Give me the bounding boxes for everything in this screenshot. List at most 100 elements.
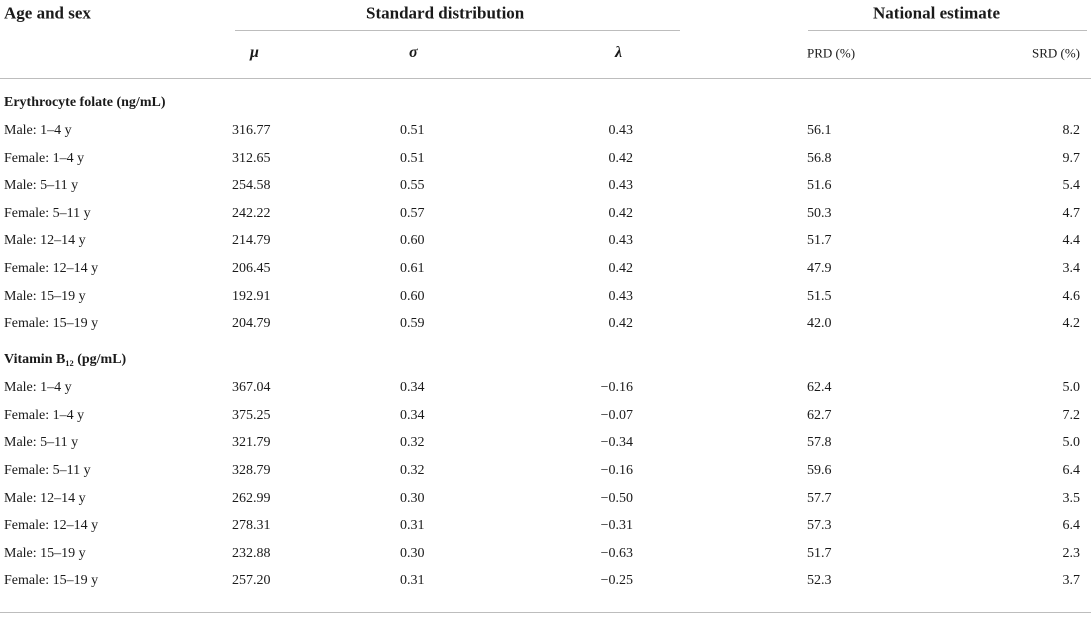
row-label: Female: 12–14 y: [4, 518, 99, 534]
table-cell: 51.6: [807, 178, 832, 194]
table-cell: −0.16: [600, 463, 633, 478]
table-cell: 3.7: [1062, 573, 1081, 589]
table-cell: 367.04: [232, 380, 271, 396]
table-cell: 0.43: [608, 288, 634, 304]
table-cell: 242.22: [232, 205, 271, 221]
row-label: Male: 12–14 y: [4, 233, 86, 249]
table-cell: 316.77: [232, 123, 271, 138]
table-cell: 257.20: [232, 573, 271, 589]
row-label: Female: 5–11 y: [4, 205, 91, 221]
table-cell: 5.0: [1062, 435, 1081, 451]
table-cell: −0.34: [600, 435, 633, 451]
table-cell: 254.58: [232, 178, 271, 194]
table-cell: −0.16: [600, 380, 633, 396]
table-cell: 206.45: [232, 261, 271, 276]
table-cell: 0.42: [608, 316, 634, 332]
table-cell: 0.43: [608, 123, 634, 138]
table-cell: 4.4: [1062, 233, 1081, 249]
table-cell: 62.7: [807, 407, 832, 423]
table-cell: 0.31: [400, 518, 425, 534]
row-label: Male: 5–11 y: [4, 435, 79, 451]
table-cell: 0.31: [400, 573, 425, 589]
table-cell: 0.32: [400, 463, 425, 478]
table-cell: 192.91: [232, 288, 271, 304]
row-label: Female: 12–14 y: [4, 261, 99, 276]
row-label: Female: 5–11 y: [4, 463, 91, 478]
table-cell: −0.31: [600, 518, 633, 534]
table-cell: 42.0: [807, 316, 832, 332]
table-cell: −0.25: [600, 573, 633, 589]
table-cell: 0.57: [400, 205, 425, 221]
table-cell: 6.4: [1062, 463, 1081, 478]
section-title: Erythrocyte folate (ng/mL): [4, 95, 166, 110]
table-cell: −0.07: [600, 407, 633, 423]
table-cell: 0.42: [608, 261, 634, 276]
table-cell: 8.2: [1062, 123, 1081, 138]
table-cell: 4.2: [1062, 316, 1081, 332]
header-cell: Standard distribution: [366, 3, 525, 23]
table-cell: 262.99: [232, 490, 271, 506]
table-cell: 0.32: [400, 435, 425, 451]
table-cell: 62.4: [807, 380, 832, 396]
table-cell: 52.3: [807, 573, 832, 589]
header-rule: [0, 78, 1091, 79]
table-cell: 50.3: [807, 205, 832, 221]
table-cell: 57.7: [807, 490, 832, 506]
table-cell: 0.34: [400, 407, 425, 423]
table-cell: 0.59: [400, 316, 425, 332]
table-cell: 56.1: [807, 123, 832, 138]
header-rule: [808, 30, 1087, 31]
table-cell: 2.3: [1062, 545, 1081, 561]
table-cell: 4.7: [1062, 205, 1081, 221]
table-cell: 0.60: [400, 288, 425, 304]
table-cell: −0.63: [600, 545, 633, 561]
row-label: Male: 5–11 y: [4, 178, 79, 194]
table-cell: 51.7: [807, 545, 832, 561]
table-cell: 5.0: [1062, 380, 1081, 396]
table-cell: 56.8: [807, 150, 832, 166]
table-cell: 328.79: [232, 463, 271, 478]
column-header: λ: [615, 44, 623, 61]
table-cell: 0.42: [608, 150, 634, 166]
table-cell: 9.7: [1062, 150, 1081, 166]
column-header: σ: [409, 44, 418, 61]
table-cell: 59.6: [807, 463, 832, 478]
table-cell: 57.8: [807, 435, 832, 451]
table-cell: 214.79: [232, 233, 271, 249]
table-cell: 0.30: [400, 490, 425, 506]
table-cell: 312.65: [232, 150, 271, 166]
table-cell: 47.9: [807, 261, 832, 276]
header-cell: National estimate: [873, 3, 1001, 23]
table-cell: 51.7: [807, 233, 832, 249]
row-label: Male: 15–19 y: [4, 545, 86, 561]
row-label: Male: 12–14 y: [4, 490, 86, 506]
table-cell: 51.5: [807, 288, 832, 304]
table-cell: 3.5: [1062, 490, 1081, 506]
table-cell: 0.51: [400, 150, 425, 166]
table-cell: 204.79: [232, 316, 271, 332]
row-label: Female: 1–4 y: [4, 407, 85, 423]
table-cell: 0.43: [608, 233, 634, 249]
table-cell: 5.4: [1062, 178, 1081, 194]
column-header: μ: [250, 44, 259, 61]
table-cell: 278.31: [232, 518, 271, 534]
table-cell: 375.25: [232, 407, 271, 423]
table-cell: 0.61: [400, 261, 425, 276]
table-cell: 0.42: [608, 205, 634, 221]
table-cell: 7.2: [1062, 407, 1081, 423]
row-label: Female: 15–19 y: [4, 573, 99, 589]
table-cell: 57.3: [807, 518, 832, 534]
table-cell: −0.50: [600, 490, 633, 506]
table-cell: 321.79: [232, 435, 271, 451]
table-cell: 0.55: [400, 178, 425, 194]
row-label: Male: 1–4 y: [4, 123, 72, 138]
bottom-rule: [0, 612, 1091, 613]
table-cell: 232.88: [232, 545, 271, 561]
row-label: Male: 15–19 y: [4, 288, 86, 304]
table-cell: 0.34: [400, 380, 425, 396]
table-cell: 0.43: [608, 178, 634, 194]
column-header: SRD (%): [1031, 45, 1080, 61]
table-cell: 0.60: [400, 233, 425, 249]
section-title: Vitamin B₁₂ (pg/mL): [4, 352, 127, 368]
